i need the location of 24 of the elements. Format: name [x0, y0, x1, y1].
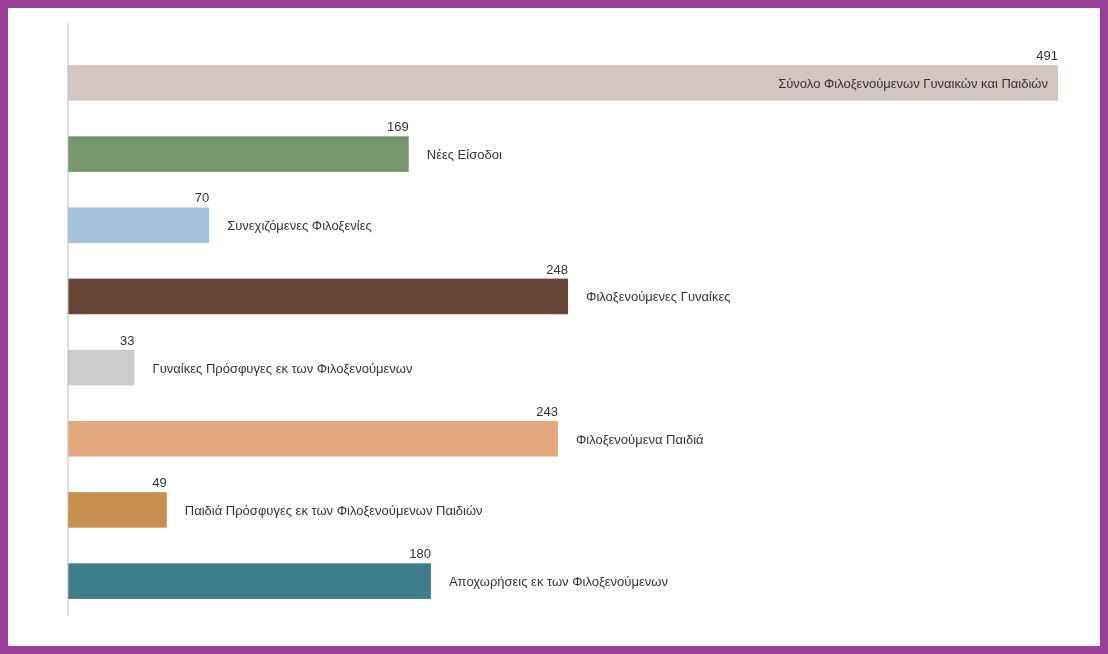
data-label: 33 [120, 332, 135, 348]
y-tick-label: Φιλοξενούμενες Γυναίκες [586, 289, 731, 305]
bar [68, 136, 409, 172]
bar [68, 349, 135, 386]
bar [68, 492, 167, 528]
bar [68, 65, 1058, 101]
bar [68, 278, 569, 315]
data-label: 243 [536, 403, 558, 419]
y-tick-label: Παιδιά Πρόσφυγες εκ των Φιλοξενούμενων Παιδιών [184, 502, 483, 518]
bar [68, 420, 558, 457]
data-label: 491 [1036, 48, 1058, 64]
bar [68, 207, 210, 244]
y-tick-label: Αποχωρήσεις εκ των Φιλοξενούμενων [448, 574, 668, 590]
y-tick-label: Νέες Είσοδοι [426, 147, 502, 163]
bar [68, 563, 431, 599]
y-tick-label: Σύνολο Φιλοξενούμενων Γυναικών και Παιδιών [778, 75, 1048, 91]
y-tick-label: Φιλοξενούμενα Παιδιά [575, 431, 705, 447]
data-label: 248 [546, 261, 569, 277]
data-label: 70 [194, 190, 210, 206]
data-label: 49 [152, 475, 167, 491]
data-label: 169 [387, 119, 409, 135]
data-label: 180 [409, 546, 431, 562]
y-tick-label: Γυναίκες Πρόσφυγες εκ των Φιλοξενούμενων [152, 360, 413, 376]
y-tick-label: Συνεχιζόμενες Φιλοξενίες [227, 218, 372, 234]
